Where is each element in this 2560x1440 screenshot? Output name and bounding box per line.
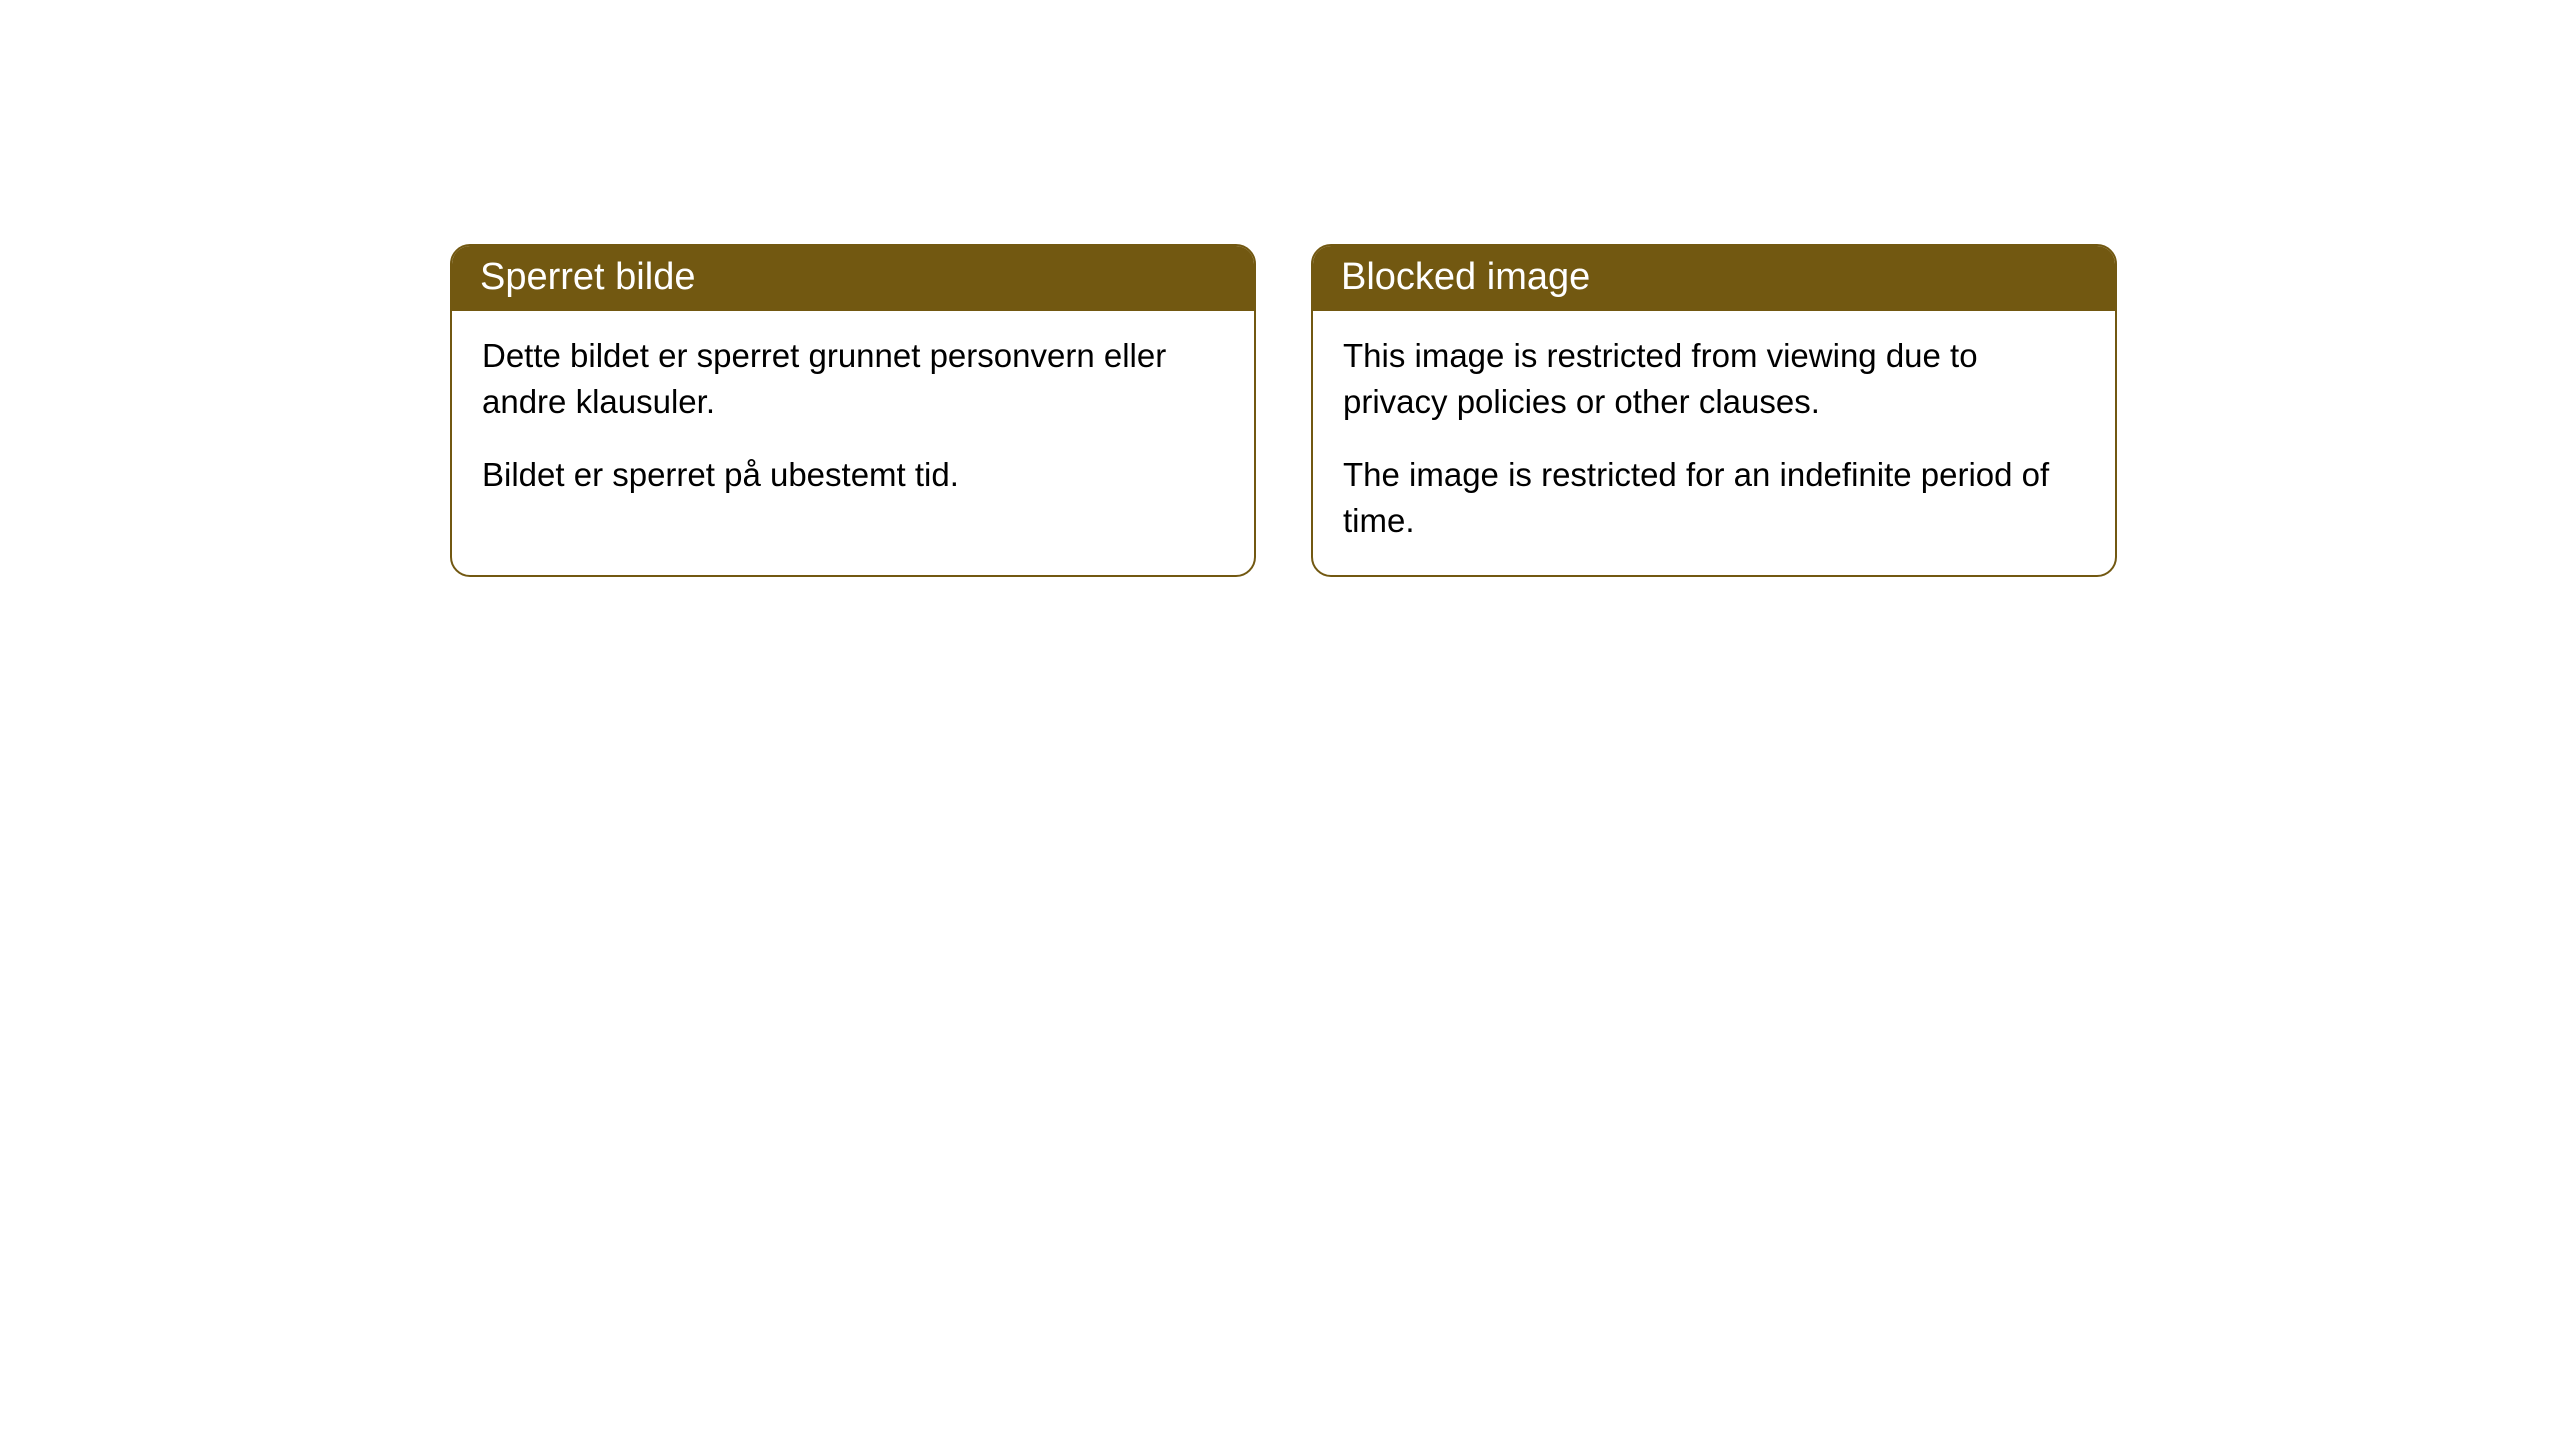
notice-body: This image is restricted from viewing du…	[1313, 311, 2115, 575]
notice-header: Sperret bilde	[452, 246, 1254, 311]
notice-header: Blocked image	[1313, 246, 2115, 311]
notice-paragraph: Dette bildet er sperret grunnet personve…	[482, 333, 1224, 424]
notice-paragraph: The image is restricted for an indefinit…	[1343, 452, 2085, 543]
notice-card-norwegian: Sperret bilde Dette bildet er sperret gr…	[450, 244, 1256, 577]
notice-body: Dette bildet er sperret grunnet personve…	[452, 311, 1254, 530]
notice-card-english: Blocked image This image is restricted f…	[1311, 244, 2117, 577]
notice-container: Sperret bilde Dette bildet er sperret gr…	[0, 0, 2560, 577]
notice-paragraph: This image is restricted from viewing du…	[1343, 333, 2085, 424]
notice-paragraph: Bildet er sperret på ubestemt tid.	[482, 452, 1224, 498]
